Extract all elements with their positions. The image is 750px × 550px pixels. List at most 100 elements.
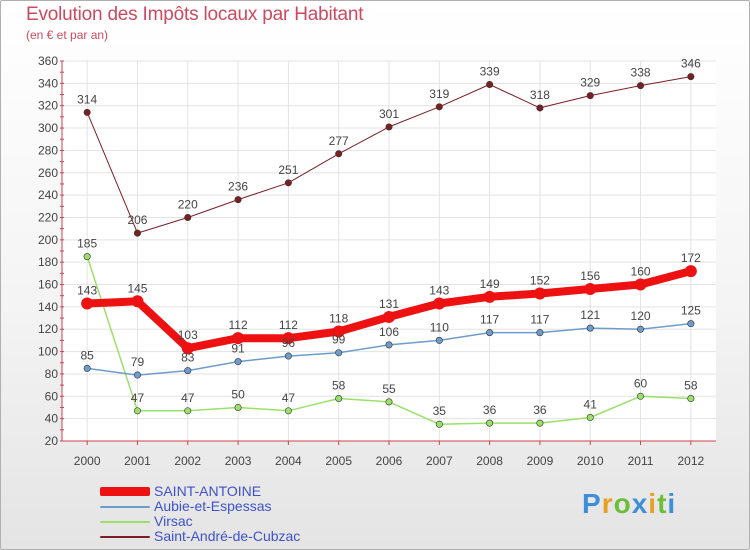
- legend-swatch: [100, 506, 150, 508]
- data-point: [284, 179, 292, 187]
- legend-item: SAINT-ANTOINE: [100, 484, 360, 499]
- data-label: 96: [282, 336, 296, 350]
- data-point: [586, 324, 594, 332]
- data-point: [637, 82, 645, 90]
- logo-letter: i: [648, 488, 658, 519]
- data-label: 121: [580, 308, 600, 322]
- legend-label: SAINT-ANTOINE: [154, 483, 262, 499]
- y-tick-label: 360: [38, 54, 58, 68]
- logo-letter: P: [582, 488, 602, 519]
- data-label: 251: [278, 163, 298, 177]
- data-label: 85: [80, 348, 94, 362]
- data-label: 314: [77, 92, 97, 106]
- x-tick-label: 2010: [577, 454, 604, 468]
- data-label: 58: [684, 379, 698, 393]
- data-label: 149: [480, 277, 500, 291]
- y-tick-label: 240: [38, 188, 58, 202]
- data-label: 318: [530, 88, 550, 102]
- data-point: [234, 196, 242, 204]
- data-point: [284, 352, 292, 360]
- data-label: 117: [480, 313, 499, 327]
- data-point: [133, 229, 141, 237]
- data-label: 185: [77, 237, 97, 251]
- data-label: 236: [228, 180, 248, 194]
- data-point: [687, 320, 695, 328]
- data-point: [234, 358, 242, 366]
- data-label: 55: [382, 382, 396, 396]
- data-label: 143: [77, 284, 97, 298]
- data-point: [385, 398, 393, 406]
- data-label: 277: [329, 134, 349, 148]
- y-tick-label: 260: [38, 166, 58, 180]
- y-tick-label: 20: [45, 434, 59, 448]
- y-tick-label: 60: [45, 389, 59, 403]
- data-label: 338: [631, 66, 651, 80]
- data-point: [634, 278, 647, 291]
- data-point: [184, 213, 192, 221]
- x-tick-label: 2009: [527, 454, 554, 468]
- y-tick-label: 80: [45, 367, 59, 381]
- y-tick-label: 200: [38, 233, 58, 247]
- data-label: 145: [127, 281, 147, 295]
- data-point: [637, 325, 645, 333]
- data-label: 50: [231, 387, 245, 401]
- data-label: 172: [681, 251, 701, 265]
- legend-swatch: [100, 487, 150, 496]
- data-label: 36: [533, 403, 547, 417]
- data-point: [385, 341, 393, 349]
- y-tick-label: 160: [38, 278, 58, 292]
- data-point: [687, 395, 695, 403]
- y-tick-label: 120: [38, 322, 58, 336]
- x-tick-label: 2004: [275, 454, 302, 468]
- data-label: 346: [681, 57, 701, 71]
- data-label: 156: [580, 269, 600, 283]
- data-label: 117: [530, 313, 549, 327]
- data-label: 58: [332, 379, 346, 393]
- x-tick-label: 2000: [74, 454, 101, 468]
- legend-item: Virsac: [100, 514, 360, 529]
- data-point: [234, 403, 242, 411]
- data-point: [486, 329, 494, 337]
- legend: SAINT-ANTOINE Aubie-et-Espessas Virsac S…: [100, 484, 360, 544]
- y-tick-label: 280: [38, 143, 58, 157]
- data-point: [586, 92, 594, 100]
- data-point: [184, 367, 192, 375]
- data-label: 35: [433, 404, 447, 418]
- data-point: [536, 104, 544, 112]
- data-label: 329: [580, 76, 600, 90]
- y-tick-label: 340: [38, 76, 58, 90]
- logo-letter: x: [631, 488, 649, 519]
- x-tick-label: 2005: [325, 454, 352, 468]
- data-label: 152: [530, 273, 550, 287]
- data-label: 339: [480, 64, 500, 78]
- y-tick-label: 300: [38, 121, 58, 135]
- data-point: [684, 265, 697, 278]
- data-label: 60: [634, 376, 648, 390]
- data-label: 131: [379, 297, 399, 311]
- x-tick-label: 2007: [426, 454, 453, 468]
- data-point: [483, 290, 496, 303]
- data-label: 112: [229, 318, 248, 332]
- data-label: 160: [631, 265, 651, 279]
- data-label: 112: [279, 318, 298, 332]
- x-tick-label: 2003: [225, 454, 252, 468]
- chart-subtitle: (en € et par an): [26, 28, 109, 42]
- data-label: 47: [181, 391, 195, 405]
- data-point: [435, 103, 443, 111]
- data-label: 91: [231, 342, 245, 356]
- data-label: 319: [429, 87, 449, 101]
- y-tick-label: 180: [38, 255, 58, 269]
- legend-label: Saint-André-de-Cubzac: [154, 528, 301, 544]
- proxiti-logo: Proxiti: [582, 488, 676, 520]
- data-label: 120: [631, 309, 651, 323]
- x-tick-label: 2008: [476, 454, 503, 468]
- data-label: 220: [178, 197, 198, 211]
- data-point: [335, 349, 343, 357]
- data-label: 103: [178, 328, 198, 342]
- legend-label: Virsac: [154, 513, 193, 529]
- data-point: [81, 297, 94, 310]
- data-point: [335, 395, 343, 403]
- data-label: 301: [379, 107, 399, 121]
- data-point: [284, 407, 292, 415]
- legend-item: Aubie-et-Espessas: [100, 499, 360, 514]
